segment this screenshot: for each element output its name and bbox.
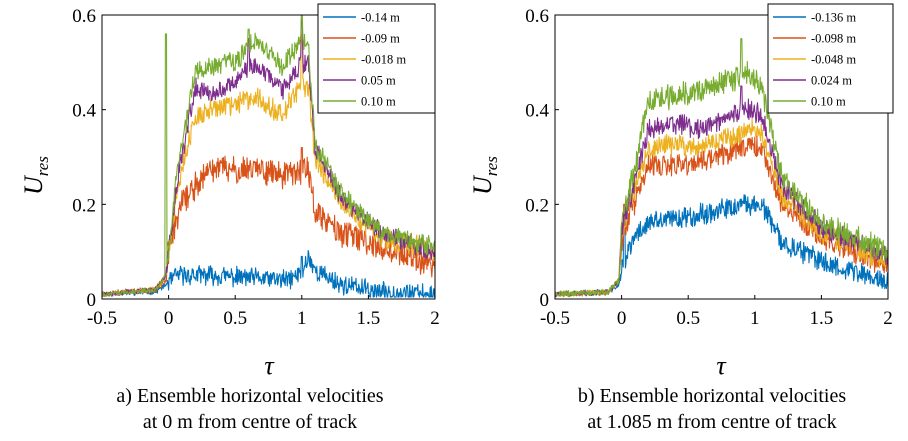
chart-panel-a: -0.5 0 0.5 1 1.5 200.20.40.6 Ures τ a) Ensemb… — [19, 3, 440, 433]
y-tick-label: 0.4 — [525, 101, 549, 122]
series-line-5 — [101, 14, 436, 297]
y-tick-label: 0.6 — [72, 6, 96, 27]
legend-label: -0.018 m — [361, 53, 406, 67]
legend-b: -0.136 m -0.098 m -0.048 m 0.024 m 0.10 m — [767, 3, 894, 114]
caption-b-line1: b) Ensemble horizontal velocities — [578, 385, 846, 407]
legend-label: -0.14 m — [361, 11, 400, 25]
x-axis-label-b: τ — [716, 351, 727, 380]
caption-a-line1: a) Ensemble horizontal velocities — [116, 385, 383, 407]
y-tick-label: 0 — [540, 290, 550, 311]
plot-lines-b — [554, 38, 889, 298]
x-tick-label: 0.5 — [223, 308, 247, 329]
y-axis-label-a: Ures — [19, 156, 52, 195]
series-line-1 — [101, 250, 436, 298]
y-tick-label: 0.2 — [525, 195, 549, 216]
ticks-b: -0.5 0 0.5 1 1.5 200.20.40.6 — [525, 6, 893, 329]
caption-a-line2: at 0 m from centre of track — [143, 411, 357, 433]
y-tick-label: 0.6 — [525, 6, 549, 27]
x-tick-label: 1.5 — [810, 308, 834, 329]
legend-label: -0.098 m — [811, 32, 856, 46]
x-tick-label: -0.5 — [540, 308, 570, 329]
x-tick-label: 0 — [164, 308, 174, 329]
series-line-5 — [554, 38, 889, 298]
chart-panel-b: -0.5 0 0.5 1 1.5 200.20.40.6 Ures τ b) Ensemb… — [468, 3, 894, 433]
caption-b-line2: at 1.085 m from centre of track — [587, 411, 836, 433]
x-tick-label: -0.5 — [87, 308, 117, 329]
y-axis-label-b: Ures — [468, 156, 501, 195]
x-tick-label: 1.5 — [357, 308, 381, 329]
legend-label: 0.10 m — [361, 95, 396, 109]
x-tick-label: 1 — [297, 308, 307, 329]
legend-a: -0.14 m -0.09 m -0.018 m 0.05 m 0.10 m — [317, 3, 436, 114]
legend-label: 0.05 m — [361, 74, 396, 88]
x-axis-label-a: τ — [264, 351, 275, 380]
x-tick-label: 0 — [617, 308, 627, 329]
x-tick-label: 2 — [430, 308, 440, 329]
x-tick-label: 1 — [750, 308, 760, 329]
axes-frame-b — [554, 14, 889, 300]
legend-label: -0.048 m — [811, 53, 856, 67]
y-tick-label: 0.4 — [72, 101, 96, 122]
legend-label: 0.024 m — [811, 74, 852, 88]
x-tick-label: 0.5 — [676, 308, 700, 329]
y-tick-label: 0 — [87, 290, 97, 311]
series-line-2 — [101, 146, 436, 297]
y-tick-label: 0.2 — [72, 195, 96, 216]
ticks-a: -0.5 0 0.5 1 1.5 200.20.40.6 — [72, 6, 440, 329]
legend-label: -0.09 m — [361, 32, 400, 46]
x-tick-label: 2 — [883, 308, 893, 329]
plot-lines-a — [101, 14, 436, 298]
legend-label: 0.10 m — [811, 95, 846, 109]
legend-label: -0.136 m — [811, 11, 856, 25]
axes-frame-a — [101, 14, 436, 300]
